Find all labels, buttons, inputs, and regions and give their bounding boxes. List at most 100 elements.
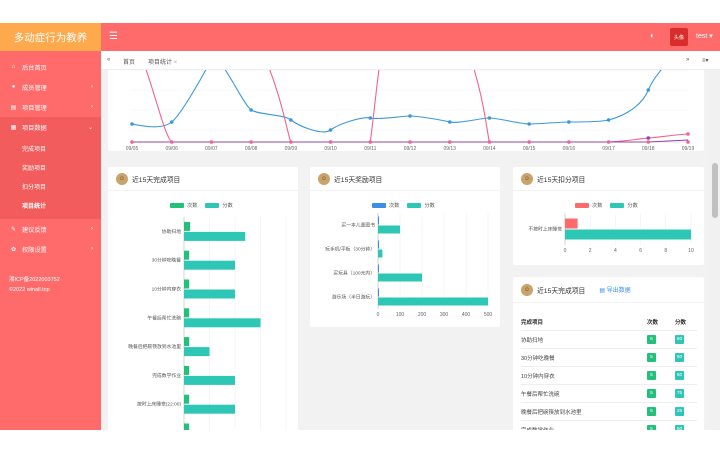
bar-count [184, 365, 190, 375]
chevron-right-icon: › [91, 246, 93, 252]
sidebar-item-label: 项目数据 [22, 124, 47, 132]
table-row: 30分钟吃晚餐 5 50 [521, 349, 697, 367]
submenu-item-complete[interactable]: 完成项目 [22, 147, 47, 153]
chevron-down-icon: ▾ [709, 33, 713, 40]
avatar[interactable]: 头像 [670, 28, 688, 46]
data-point [408, 114, 412, 118]
data-point [169, 140, 174, 144]
chart-legend: 次数 分数 [170, 202, 241, 209]
legend-item-score[interactable]: 分数 [610, 202, 638, 209]
bar-score [184, 375, 235, 385]
legend-item-score[interactable]: 分数 [205, 202, 233, 209]
y-tick-label: 10分钟内穿衣 [152, 286, 182, 293]
y-tick-label: 午餐后帮忙洗碗 [147, 314, 181, 321]
bar-count [184, 250, 190, 260]
tabs-scroll-left-icon[interactable]: « [107, 57, 111, 63]
data-point [368, 140, 373, 144]
reward-chart-card: ☺ 近15天奖励项目 次数 分数 0 100 200 300 400 500 买一本儿童图书玩… [310, 167, 500, 327]
data-point [209, 140, 214, 144]
bar-count [565, 218, 578, 229]
legend-item-score[interactable]: 分数 [407, 202, 435, 209]
app-logo[interactable]: 多动症行为教养 [0, 23, 101, 51]
x-tick-label: 09/18 [642, 146, 655, 151]
sidebar-item-label: 项目管理 [22, 104, 47, 112]
legend-label: 分数 [627, 203, 638, 209]
legend-item-count[interactable]: 次数 [575, 202, 602, 209]
cell-name: 10分钟内穿衣 [521, 373, 555, 380]
tabs-scroll-right-icon[interactable]: » [686, 57, 690, 63]
card-header: ☺ 近15天完成项目 ▤ 导出数据 [513, 277, 704, 303]
legend-item-count[interactable]: 次数 [170, 202, 197, 209]
y-tick-label: 买一本儿童图书 [341, 222, 375, 229]
x-tick-label: 09/06 [165, 146, 178, 151]
x-tick-label: 09/13 [443, 146, 456, 151]
y-tick-label: 按时上床睡觉(22:00) [137, 401, 181, 408]
x-tick-label: 09/11 [364, 146, 376, 151]
count-badge: 5 [647, 371, 656, 380]
cell-score: 50 [675, 371, 697, 380]
tab-home[interactable]: 首页 [123, 60, 136, 66]
column-header-score[interactable]: 分数 [675, 319, 687, 326]
page-scrollbar[interactable] [710, 70, 720, 430]
score-badge: 50 [675, 371, 684, 380]
submenu-item-stats[interactable]: 项目统计 [22, 204, 47, 210]
submenu-item-reward[interactable]: 奖励项目 [22, 166, 47, 172]
chart-avatar-icon: ☺ [521, 172, 533, 185]
user-icon: ● [11, 84, 16, 90]
export-button[interactable]: ▤ 导出数据 [599, 285, 630, 294]
chart-legend: 次数 分数 [372, 202, 443, 209]
menu-toggle-icon[interactable]: ☰ [109, 31, 118, 42]
bar-count [184, 337, 190, 347]
column-header-count[interactable]: 次数 [647, 319, 659, 326]
legend-swatch [407, 203, 422, 208]
complete-bar-chart: 协助扫地 30分钟吃晚餐 10分钟内穿衣午餐后帮忙洗碗晚餐后把碗筷放到水池里完成数学… [128, 217, 287, 430]
data-point [328, 128, 333, 132]
legend-label: 次数 [389, 203, 400, 209]
complete-table-card: ☺ 近15天完成项目 ▤ 导出数据 完成项目 次数 分数 协助扫地 6 60 30分钟吃晚… [513, 277, 704, 430]
sidebar-item-permissions[interactable]: ✿ 权限设置 › [0, 239, 101, 259]
bar-count [184, 279, 190, 289]
cell-count: 6 [647, 335, 675, 344]
sidebar-menu: ⌂ 后台首页 ● 成员管理 › ▤ 项目管理 › ▦ 项目数据 ⌄ 完成项目 奖励项目 扣分项… [0, 51, 101, 259]
sidebar-item-project-data[interactable]: ▦ 项目数据 ⌄ [0, 117, 101, 137]
bar-score [378, 225, 400, 234]
data-point [567, 120, 571, 124]
column-header-name[interactable]: 完成项目 [521, 319, 544, 326]
card-header: ☺ 近15天完成项目 [108, 167, 298, 191]
x-tick-label: 0 [377, 312, 380, 318]
cell-count: 5 [647, 353, 675, 362]
cell-count: 5 [647, 407, 675, 416]
palette-icon[interactable]: ◐ [650, 31, 655, 40]
data-point [646, 140, 651, 144]
legend-swatch [205, 203, 220, 208]
y-tick-label: 30分钟吃晚餐 [152, 257, 182, 264]
close-icon[interactable]: × [173, 60, 178, 66]
user-menu[interactable]: test ▾ [696, 32, 713, 40]
score-badge: 60 [675, 335, 684, 344]
tab-stats[interactable]: 项目统计 × [148, 57, 178, 71]
x-tick-label: 09/16 [563, 146, 576, 151]
bottom-strip [0, 430, 720, 450]
data-point [686, 132, 690, 136]
list-icon: ▤ [10, 104, 17, 111]
tabs-menu-icon[interactable]: ≡▾ [702, 58, 709, 64]
table-row: 晚餐后把碗筷放到水池里 5 25 [521, 403, 697, 421]
data-point [328, 140, 333, 144]
icp-record[interactable]: 湘ICP备2022003752 [9, 277, 60, 283]
bar-count [184, 423, 190, 430]
sidebar-item-home[interactable]: ⌂ 后台首页 [0, 57, 101, 77]
table-row: 10分钟内穿衣 5 50 [521, 367, 697, 385]
bar-score [184, 347, 210, 357]
cell-name: 协助扫地 [521, 337, 544, 344]
export-icon: ▤ [599, 288, 606, 294]
sidebar-item-members[interactable]: ● 成员管理 › [0, 77, 101, 97]
complete-chart-card: ☺ 近15天完成项目 次数 分数 协助扫地 30分钟吃晚餐 10分钟内穿衣 午餐后帮忙洗… [108, 167, 298, 430]
sidebar-item-feedback[interactable]: ✎ 建议反馈 › [0, 219, 101, 239]
x-tick-label: 400 [462, 312, 471, 318]
submenu-item-deduct[interactable]: 扣分项目 [22, 185, 47, 191]
y-tick-label: 晚餐后把碗筷放到水池里 [128, 343, 181, 350]
scrollbar-thumb[interactable] [712, 163, 718, 218]
sidebar-item-projects[interactable]: ▤ 项目管理 › [0, 97, 101, 117]
sidebar: 多动症行为教养 ⌂ 后台首页 ● 成员管理 › ▤ 项目管理 › ▦ 项目数据 ⌄ 完成项目 … [0, 23, 101, 430]
legend-item-count[interactable]: 次数 [372, 202, 399, 209]
